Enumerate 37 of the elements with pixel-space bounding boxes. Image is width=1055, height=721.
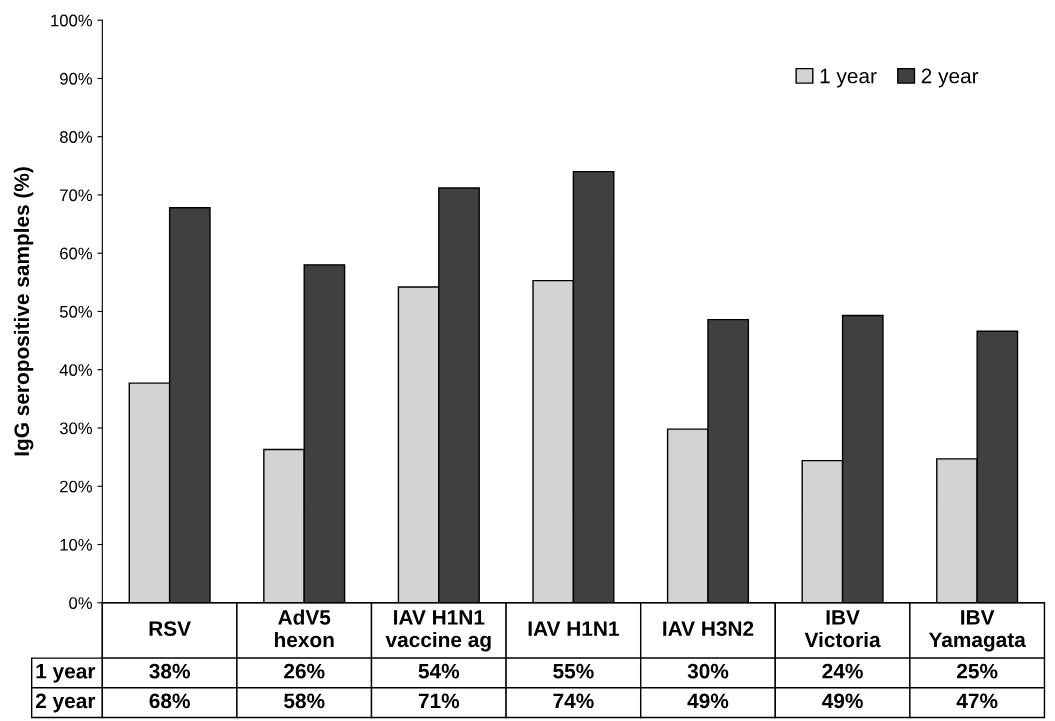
y-tick-label: 20% — [60, 480, 93, 493]
x-tick-label: IBV Yamagata — [928, 610, 1026, 652]
y-tick-label: 0% — [69, 597, 93, 609]
data-label: 58% — [284, 693, 325, 709]
data-label: 74% — [553, 693, 594, 709]
data-label: 55% — [553, 663, 594, 679]
data-label: 47% — [956, 693, 998, 709]
legend-label: 2 year — [921, 68, 979, 88]
x-tick-label: AdV5 hexon — [275, 609, 334, 648]
y-tick-label: 80% — [59, 131, 93, 143]
y-axis-title: IgG seropositive samples (%) — [13, 167, 34, 456]
data-label: 30% — [687, 663, 729, 679]
x-tick-label: IBV Victoria — [804, 610, 881, 648]
data-label: 71% — [418, 693, 460, 709]
text: 1 year — [36, 664, 96, 683]
text: 2 year — [35, 693, 96, 713]
x-tick-label: RSV — [149, 621, 191, 637]
y-tick-label: 90% — [60, 72, 93, 85]
data-label: 49% — [822, 693, 863, 709]
legend-label: 1 year — [820, 68, 877, 88]
x-tick-label: IAV H1N1 — [528, 621, 619, 636]
x-tick-label: IAV H3N2 — [663, 621, 754, 637]
data-label: 26% — [284, 663, 325, 679]
data-label: 38% — [149, 663, 190, 679]
y-tick-label: 30% — [59, 422, 93, 435]
data-label: 68% — [149, 693, 190, 709]
y-tick-label: 60% — [60, 247, 93, 260]
data-label: 25% — [957, 663, 998, 679]
y-tick-label: 10% — [60, 538, 93, 551]
y-tick-label: 50% — [59, 305, 93, 318]
data-label: 54% — [418, 663, 460, 679]
y-tick-label: 40% — [59, 364, 93, 376]
data-label: 24% — [822, 663, 863, 679]
y-tick-label: 70% — [60, 189, 93, 202]
data-label: 49% — [687, 693, 729, 709]
y-tick-label: 100% — [51, 14, 93, 27]
x-tick-label: IAV H1N1 vaccine ag — [385, 610, 491, 652]
